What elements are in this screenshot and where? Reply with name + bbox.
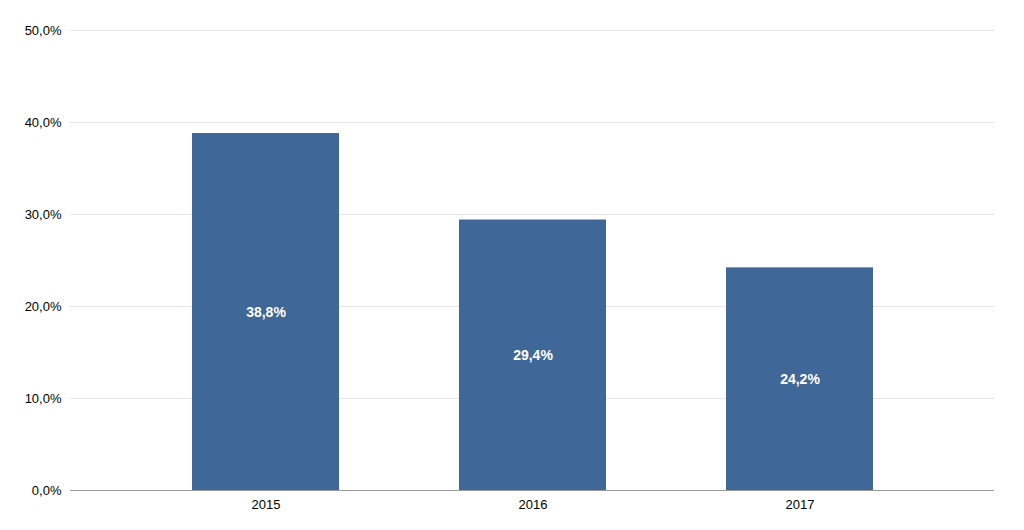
svg-text:50,0%: 50,0% [25, 23, 62, 38]
svg-text:2015: 2015 [252, 497, 281, 512]
svg-text:2016: 2016 [519, 497, 548, 512]
svg-text:38,8%: 38,8% [246, 304, 286, 320]
svg-text:40,0%: 40,0% [25, 115, 62, 130]
svg-text:0,0%: 0,0% [32, 483, 62, 498]
svg-text:20,0%: 20,0% [25, 299, 62, 314]
svg-text:24,2%: 24,2% [780, 371, 820, 387]
svg-text:30,0%: 30,0% [25, 207, 62, 222]
svg-text:2017: 2017 [786, 497, 815, 512]
svg-text:29,4%: 29,4% [513, 347, 553, 363]
svg-text:10,0%: 10,0% [25, 391, 62, 406]
